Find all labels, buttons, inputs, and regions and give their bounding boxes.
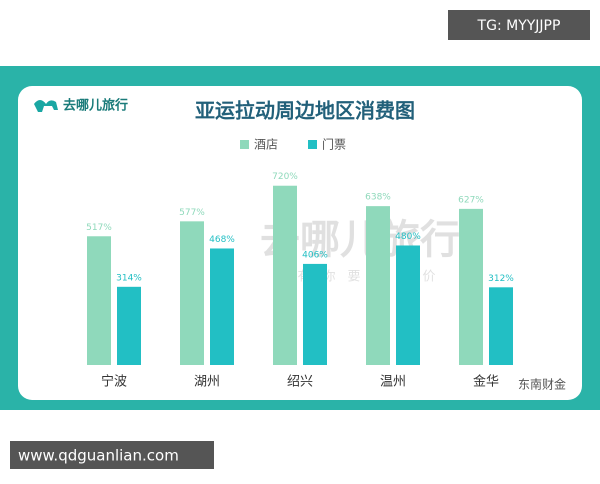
x-tick-label: 金华: [473, 374, 499, 390]
chart-title: 亚运拉动周边地区消费图: [195, 99, 415, 123]
legend-label: 门票: [322, 137, 346, 152]
bar: [273, 185, 297, 365]
value-label: 577%: [179, 208, 205, 218]
bar: [117, 286, 141, 365]
tag-box: [448, 10, 590, 40]
value-label: 480%: [395, 232, 421, 242]
x-tick-label: 湖州: [194, 375, 220, 390]
tag: TG: MYYJJPP: [477, 18, 561, 34]
watermark-slogan: 总有你要的低价: [272, 269, 447, 285]
legend-swatch: [308, 140, 317, 149]
value-label: 627%: [458, 195, 484, 205]
logo-icon: [34, 100, 58, 112]
legend-label: 酒店: [254, 138, 278, 152]
x-tick-label: 绍兴: [287, 375, 313, 390]
bar: [366, 206, 390, 365]
value-label: 312%: [488, 274, 514, 284]
card: [18, 86, 582, 400]
bar: [303, 263, 327, 365]
legend-swatch: [240, 140, 249, 149]
credit: 东南财金: [518, 377, 566, 392]
logo: 去哪儿旅行: [63, 98, 128, 114]
bar: [180, 221, 204, 365]
bar: [210, 248, 234, 365]
value-label: 468%: [209, 235, 235, 245]
bar: [396, 245, 420, 365]
source: www.qdguanlian.com: [18, 447, 179, 465]
bar: [489, 287, 513, 365]
value-label: 517%: [86, 223, 112, 233]
x-tick-label: 温州: [380, 375, 406, 390]
value-label: 638%: [365, 193, 391, 203]
x-tick-label: 宁波: [101, 374, 127, 390]
bar: [87, 236, 111, 365]
value-label: 720%: [272, 172, 298, 182]
value-label: 314%: [116, 273, 142, 283]
bar: [459, 208, 483, 365]
source-box: [10, 441, 214, 469]
value-label: 406%: [302, 250, 328, 260]
